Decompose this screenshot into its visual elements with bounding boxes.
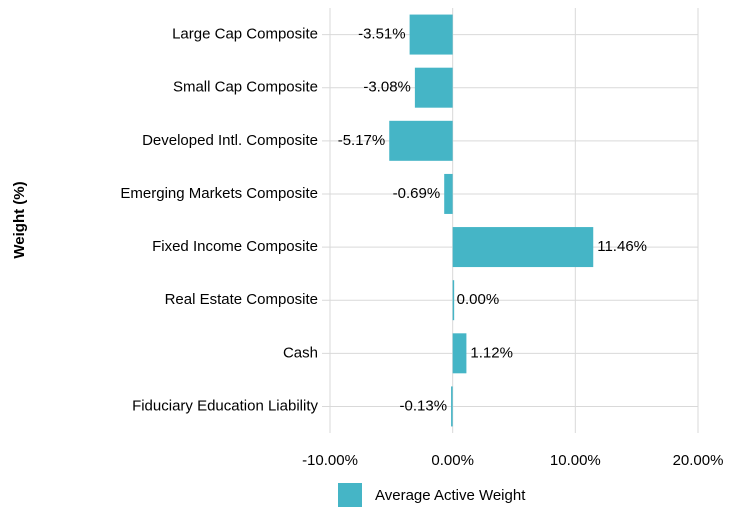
- data-label: 0.00%: [457, 291, 500, 308]
- y-tick-label: Fixed Income Composite: [152, 238, 318, 255]
- y-tick-label: Cash: [283, 344, 318, 361]
- bar: [409, 14, 453, 55]
- bar: [444, 173, 453, 214]
- y-tick-label: Developed Intl. Composite: [142, 132, 318, 149]
- bar: [414, 67, 453, 108]
- y-tick-label: Real Estate Composite: [165, 291, 318, 308]
- data-label: -3.08%: [363, 79, 411, 96]
- data-label: -3.51%: [358, 26, 406, 43]
- y-tick-label: Emerging Markets Composite: [120, 185, 318, 202]
- x-tick-label: 0.00%: [431, 452, 474, 469]
- y-tick-label: Fiduciary Education Liability: [132, 397, 318, 414]
- data-label: 11.46%: [597, 238, 647, 255]
- y-tick-label: Small Cap Composite: [173, 79, 318, 96]
- x-tick-label: -10.00%: [302, 452, 358, 469]
- legend-label: Average Active Weight: [375, 487, 526, 504]
- bar: [389, 120, 453, 161]
- x-tick-label: 20.00%: [673, 452, 724, 469]
- data-label: -5.17%: [338, 132, 386, 149]
- data-label: 1.12%: [470, 344, 513, 361]
- y-tick-label: Large Cap Composite: [172, 26, 318, 43]
- bar: [452, 280, 455, 321]
- data-label: -0.13%: [400, 397, 448, 414]
- data-label: -0.69%: [393, 185, 441, 202]
- bar: [452, 333, 467, 374]
- legend-swatch: [338, 483, 362, 507]
- bar: [451, 386, 453, 427]
- bar: [452, 227, 594, 268]
- x-tick-label: 10.00%: [550, 452, 601, 469]
- y-axis-label: Weight (%): [11, 181, 28, 258]
